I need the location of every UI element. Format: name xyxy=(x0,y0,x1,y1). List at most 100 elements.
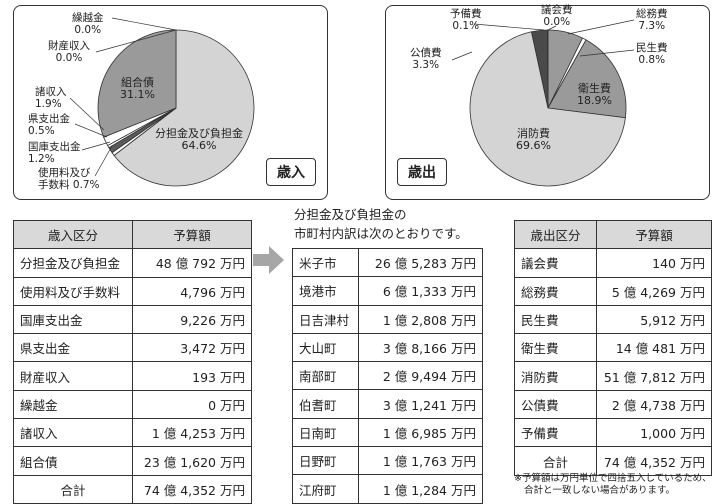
row-value: 6 億 1,333 万円 xyxy=(359,277,483,305)
row-label: 江府町 xyxy=(293,475,359,503)
row-value: 140 万円 xyxy=(597,249,712,277)
row-value: 48 億 792 万円 xyxy=(133,249,252,277)
total-value: 74 億 4,352 万円 xyxy=(597,447,712,475)
footnote-line: 合計と一致しない場合があります。 xyxy=(514,485,712,497)
column-header: 歳入区分 xyxy=(14,221,133,249)
total-label: 合計 xyxy=(14,475,133,503)
column-header: 予算額 xyxy=(133,221,252,249)
total-value: 74 億 4,352 万円 xyxy=(133,475,252,503)
row-label: 米子市 xyxy=(293,249,359,277)
row-value: 1 億 6,985 万円 xyxy=(359,418,483,446)
row-label: 繰越金 xyxy=(14,390,133,418)
footnote: ※予算額は万円単位で四捨五入しているため、 合計と一致しない場合があります。 xyxy=(514,473,712,497)
row-label: 公債費 xyxy=(515,390,597,418)
arrow-right-icon xyxy=(253,246,285,274)
row-value: 1,000 万円 xyxy=(597,419,712,447)
row-value: 1 億 1,763 万円 xyxy=(359,447,483,475)
heading-line: 分担金及び負担金の xyxy=(294,205,468,224)
row-label: 日南町 xyxy=(293,418,359,446)
row-label: 分担金及び負担金 xyxy=(14,249,133,277)
row-value: 2 億 9,494 万円 xyxy=(359,362,483,390)
column-header: 歳出区分 xyxy=(515,221,597,249)
row-value: 3 億 1,241 万円 xyxy=(359,390,483,418)
expenditure-chart-label: 歳出 xyxy=(397,158,447,186)
row-value: 1 億 1,284 万円 xyxy=(359,475,483,503)
row-label: 民生費 xyxy=(515,305,597,333)
leader-line xyxy=(452,52,472,60)
row-label: 境港市 xyxy=(293,277,359,305)
municipal-breakdown-heading: 分担金及び負担金の 市町村内訳は次のとおりです。 xyxy=(294,205,468,243)
row-value: 3 億 8,166 万円 xyxy=(359,333,483,361)
row-value: 14 億 481 万円 xyxy=(597,334,712,362)
table-total-row: 合計 74 億 4,352 万円 xyxy=(515,447,712,475)
heading-line: 市町村内訳は次のとおりです。 xyxy=(294,224,468,243)
row-label: 南部町 xyxy=(293,362,359,390)
table-total-row: 合計 74 億 4,352 万円 xyxy=(14,475,252,503)
row-label: 日野町 xyxy=(293,447,359,475)
table-header-row: 歳入区分 予算額 xyxy=(14,221,252,249)
row-label: 大山町 xyxy=(293,333,359,361)
pie-label: 使用料及び手数料 0.7% xyxy=(38,167,100,191)
column-header: 予算額 xyxy=(597,221,712,249)
row-value: 5,912 万円 xyxy=(597,305,712,333)
row-label: 財産収入 xyxy=(14,362,133,390)
row-label: 国庫支出金 xyxy=(14,305,133,333)
row-label: 予備費 xyxy=(515,419,597,447)
row-label: 議会費 xyxy=(515,249,597,277)
table-header-row: 歳出区分 予算額 xyxy=(515,221,712,249)
footnote-line: ※予算額は万円単位で四捨五入しているため、 xyxy=(514,473,712,485)
row-label: 使用料及び手数料 xyxy=(14,277,133,305)
row-value: 4,796 万円 xyxy=(133,277,252,305)
row-value: 9,226 万円 xyxy=(133,305,252,333)
row-label: 日吉津村 xyxy=(293,305,359,333)
row-label: 県支出金 xyxy=(14,334,133,362)
row-label: 総務費 xyxy=(515,277,597,305)
row-label: 衛生費 xyxy=(515,334,597,362)
row-value: 193 万円 xyxy=(133,362,252,390)
row-value: 1 億 4,253 万円 xyxy=(133,419,252,447)
row-label: 組合債 xyxy=(14,447,133,475)
row-value: 23 億 1,620 万円 xyxy=(133,447,252,475)
leader-line xyxy=(568,20,634,34)
row-value: 2 億 4,738 万円 xyxy=(597,390,712,418)
row-value: 51 億 7,812 万円 xyxy=(597,362,712,390)
leader-line xyxy=(474,24,544,30)
